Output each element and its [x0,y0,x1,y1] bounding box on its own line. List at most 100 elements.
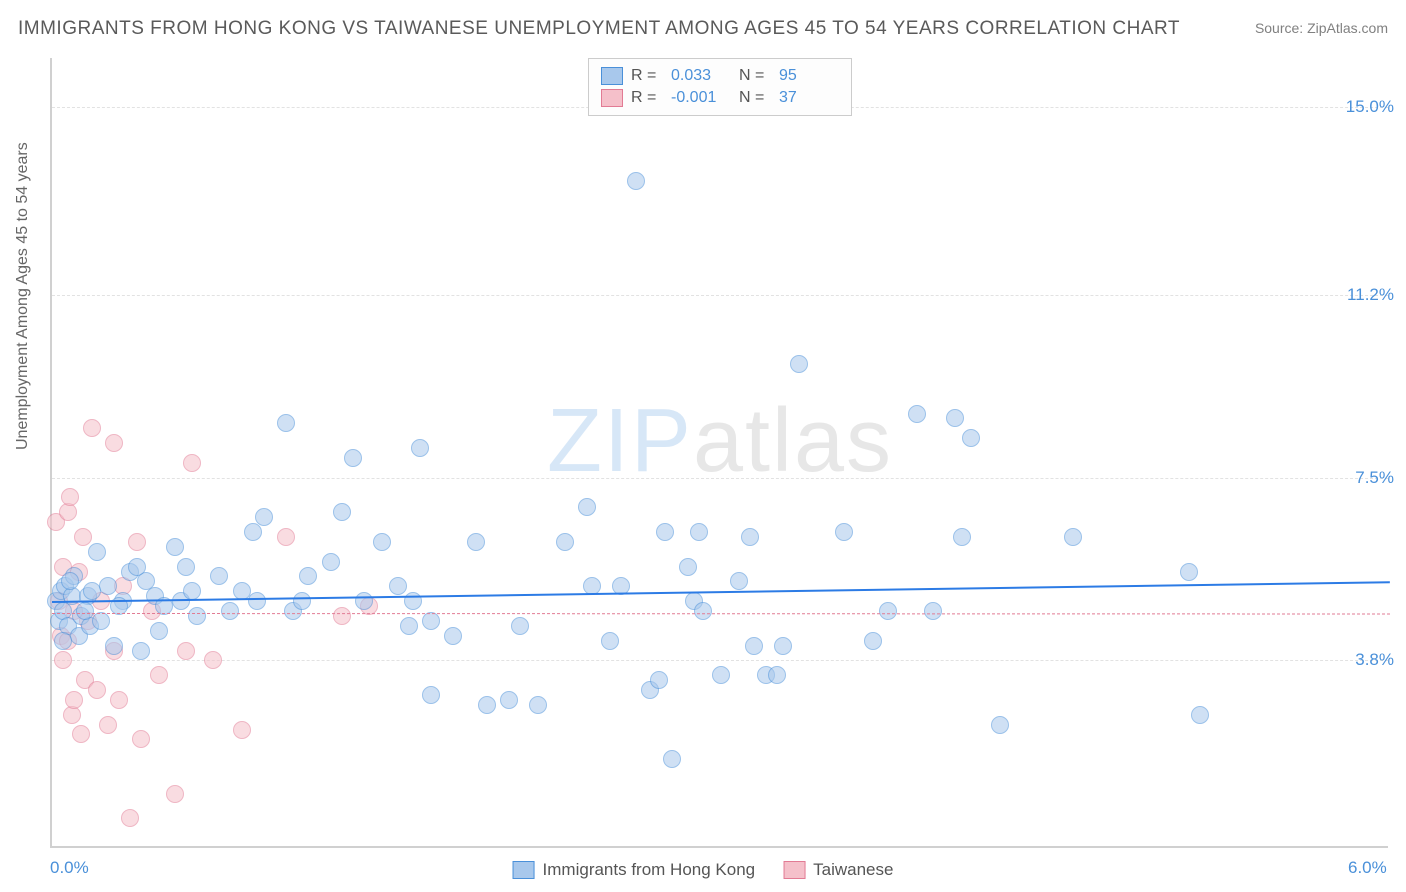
marker-hongkong [478,696,496,714]
legend-item-hongkong: Immigrants from Hong Kong [513,860,756,880]
marker-hongkong [166,538,184,556]
y-axis-label: Unemployment Among Ages 45 to 54 years [14,142,32,450]
watermark-zip: ZIP [547,391,693,491]
y-tick-label: 15.0% [1346,97,1394,117]
marker-hongkong [741,528,759,546]
chart-title: IMMIGRANTS FROM HONG KONG VS TAIWANESE U… [18,18,1180,40]
marker-taiwanese [72,725,90,743]
legend-hk-name: Immigrants from Hong Kong [543,860,756,880]
marker-hongkong [511,617,529,635]
marker-hongkong [1064,528,1082,546]
marker-hongkong [444,627,462,645]
marker-hongkong [210,567,228,585]
marker-hongkong [1191,706,1209,724]
marker-hongkong [627,172,645,190]
marker-taiwanese [132,730,150,748]
marker-hongkong [529,696,547,714]
x-tick-label: 6.0% [1348,858,1387,878]
y-tick-label: 7.5% [1355,468,1394,488]
marker-hongkong [389,577,407,595]
marker-hongkong [132,642,150,660]
watermark-atlas: atlas [693,391,893,491]
marker-taiwanese [183,454,201,472]
marker-hongkong [864,632,882,650]
marker-taiwanese [150,666,168,684]
marker-hongkong [177,558,195,576]
trend-line-taiwanese [52,613,1390,614]
marker-hongkong [88,543,106,561]
marker-hongkong [690,523,708,541]
marker-taiwanese [166,785,184,803]
marker-taiwanese [83,419,101,437]
marker-hongkong [150,622,168,640]
legend-tw-n: 37 [779,89,839,107]
plot-area: ZIPatlas R = 0.033 N = 95 R = -0.001 N =… [50,58,1388,848]
chart-container: IMMIGRANTS FROM HONG KONG VS TAIWANESE U… [0,0,1406,892]
marker-taiwanese [177,642,195,660]
legend-hk-r: 0.033 [671,67,731,85]
marker-hongkong [650,671,668,689]
marker-taiwanese [105,434,123,452]
marker-hongkong [92,612,110,630]
marker-taiwanese [54,651,72,669]
marker-hongkong [768,666,786,684]
marker-hongkong [355,592,373,610]
marker-hongkong [556,533,574,551]
swatch-hongkong [513,861,535,879]
marker-hongkong [908,405,926,423]
marker-hongkong [601,632,619,650]
marker-hongkong [962,429,980,447]
marker-taiwanese [333,607,351,625]
swatch-taiwanese [601,89,623,107]
marker-hongkong [790,355,808,373]
marker-hongkong [730,572,748,590]
marker-hongkong [221,602,239,620]
y-tick-label: 11.2% [1347,285,1394,305]
marker-hongkong [578,498,596,516]
legend-hk-n: 95 [779,67,839,85]
marker-hongkong [663,750,681,768]
marker-hongkong [835,523,853,541]
gridline [52,660,1388,661]
marker-taiwanese [121,809,139,827]
swatch-taiwanese [783,861,805,879]
legend-r-label: R = [631,67,663,85]
marker-taiwanese [128,533,146,551]
swatch-hongkong [601,67,623,85]
marker-hongkong [373,533,391,551]
legend-item-taiwanese: Taiwanese [783,860,893,880]
marker-hongkong [99,577,117,595]
legend-series: Immigrants from Hong Kong Taiwanese [513,860,894,880]
marker-hongkong [322,553,340,571]
marker-hongkong [422,686,440,704]
marker-taiwanese [204,651,222,669]
marker-hongkong [467,533,485,551]
marker-hongkong [248,592,266,610]
marker-hongkong [712,666,730,684]
marker-hongkong [299,567,317,585]
marker-taiwanese [277,528,295,546]
marker-hongkong [1180,563,1198,581]
marker-hongkong [61,572,79,590]
source-label: Source: ZipAtlas.com [1255,20,1388,36]
marker-hongkong [946,409,964,427]
marker-hongkong [745,637,763,655]
marker-hongkong [411,439,429,457]
marker-taiwanese [233,721,251,739]
x-tick-label: 0.0% [50,858,89,878]
marker-hongkong [188,607,206,625]
marker-hongkong [277,414,295,432]
marker-hongkong [244,523,262,541]
legend-stats: R = 0.033 N = 95 R = -0.001 N = 37 [588,58,852,116]
legend-tw-name: Taiwanese [813,860,893,880]
legend-n-label: N = [739,67,771,85]
marker-hongkong [422,612,440,630]
marker-hongkong [83,582,101,600]
marker-hongkong [76,602,94,620]
marker-hongkong [879,602,897,620]
marker-hongkong [953,528,971,546]
y-tick-label: 3.8% [1355,650,1394,670]
legend-stats-row-tw: R = -0.001 N = 37 [601,87,839,109]
gridline [52,295,1388,296]
marker-hongkong [400,617,418,635]
